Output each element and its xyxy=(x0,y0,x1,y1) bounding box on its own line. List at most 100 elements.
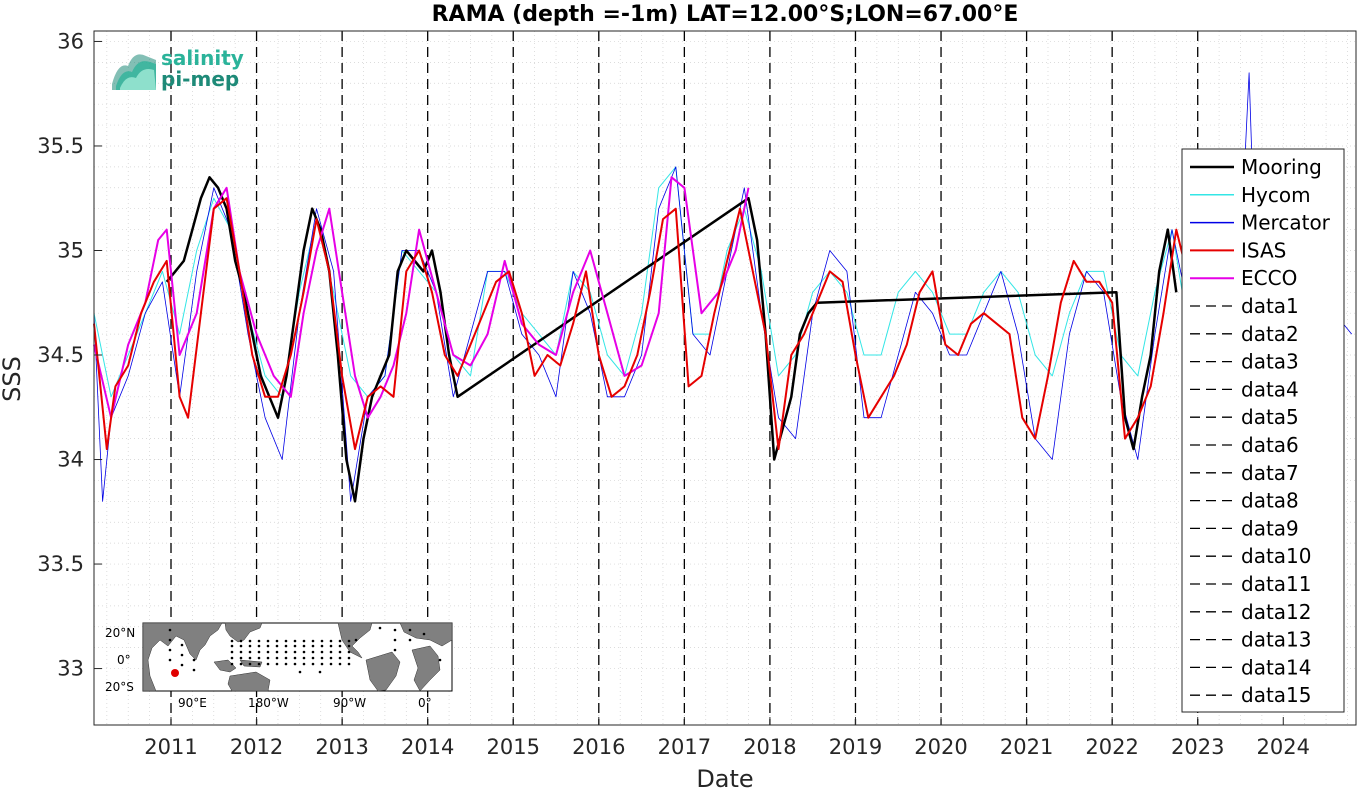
buoy-dot xyxy=(338,644,342,648)
plot-area-frame xyxy=(93,30,1357,726)
legend: Mooring Hycom Mercator ISAS ECCO data1 data2 da… xyxy=(1181,148,1345,713)
x-axis-label: Date xyxy=(696,765,753,790)
buoy-dot xyxy=(311,662,315,666)
buoy-dot xyxy=(338,656,342,660)
legend-label: Mercator xyxy=(1241,211,1331,235)
buoy-dot xyxy=(266,656,270,660)
buoy-dot xyxy=(347,639,351,643)
buoy-dot xyxy=(438,658,442,662)
x-tick-label: 2013 xyxy=(315,735,368,759)
y-tick-label: 33.5 xyxy=(37,552,84,576)
buoy-dot xyxy=(329,639,333,643)
data-series xyxy=(93,72,1353,503)
buoy-dot xyxy=(293,656,297,660)
y-tick-label: 35.5 xyxy=(37,134,84,158)
buoy-dot xyxy=(311,650,315,654)
buoy-dot xyxy=(284,656,288,660)
legend-box xyxy=(1181,148,1345,713)
buoy-dot xyxy=(293,639,297,643)
buoy-dot xyxy=(318,670,322,674)
buoy-dot xyxy=(230,644,234,648)
buoy-dot xyxy=(298,670,302,674)
buoy-dot xyxy=(275,662,279,666)
buoy-dot xyxy=(284,662,288,666)
buoy-dot xyxy=(311,644,315,648)
legend-label: data3 xyxy=(1241,350,1299,374)
y-tick-label: 33 xyxy=(57,657,84,681)
buoy-dot xyxy=(408,638,412,642)
legend-label: data1 xyxy=(1241,294,1299,318)
buoy-dot xyxy=(239,639,243,643)
buoy-dot xyxy=(320,639,324,643)
buoy-dot xyxy=(347,656,351,660)
vertical-dashed-lines xyxy=(170,31,1199,725)
buoy-dot xyxy=(275,656,279,660)
buoy-dot xyxy=(257,639,261,643)
buoy-dot xyxy=(257,650,261,654)
buoy-dot xyxy=(320,662,324,666)
logo-line1: salinity xyxy=(161,46,244,70)
legend-label: ECCO xyxy=(1241,266,1297,290)
buoy-dot xyxy=(302,644,306,648)
buoy-dot xyxy=(248,662,252,666)
buoy-dot xyxy=(168,628,172,632)
buoy-dot xyxy=(329,656,333,660)
map-lat-label-20n: 20°N xyxy=(105,626,135,640)
legend-label: Mooring xyxy=(1241,155,1322,179)
buoy-dot xyxy=(329,662,333,666)
buoy-dot xyxy=(230,650,234,654)
buoy-dot xyxy=(393,638,397,642)
map-land xyxy=(142,622,453,692)
buoy-dot xyxy=(239,662,243,666)
salinity-pi-mep-logo: salinity pi-mep xyxy=(112,46,244,91)
x-tick-label: 2012 xyxy=(230,735,283,759)
buoy-dot xyxy=(354,638,358,642)
y-axis-label: SSS xyxy=(0,356,26,402)
buoy-dot xyxy=(266,639,270,643)
buoy-dot xyxy=(168,658,172,662)
y-tick-label: 36 xyxy=(57,29,84,53)
buoy-dot xyxy=(293,650,297,654)
legend-label: data7 xyxy=(1241,461,1299,485)
map-buoy-dots xyxy=(168,626,442,674)
logo-line2: pi-mep xyxy=(161,67,239,91)
legend-label: data14 xyxy=(1241,655,1312,679)
buoy-dot xyxy=(168,648,172,652)
x-tick-label: 2014 xyxy=(401,735,454,759)
x-tick-label: 2019 xyxy=(829,735,882,759)
buoy-dot xyxy=(257,662,261,666)
buoy-dot xyxy=(192,658,196,662)
buoy-dot xyxy=(393,628,397,632)
buoy-dot xyxy=(293,644,297,648)
legend-label: data8 xyxy=(1241,489,1299,513)
legend-label: data5 xyxy=(1241,405,1299,429)
map-lon-label-180w: 180°W xyxy=(248,696,289,710)
y-tick-label: 34.5 xyxy=(37,343,84,367)
buoy-dot xyxy=(230,662,234,666)
x-tick-label: 2011 xyxy=(144,735,197,759)
buoy-dot xyxy=(378,626,382,630)
buoy-dot xyxy=(180,653,184,657)
buoy-dot xyxy=(284,644,288,648)
buoy-dot xyxy=(180,643,184,647)
buoy-dot xyxy=(275,650,279,654)
series-mercator-line xyxy=(93,72,1353,502)
buoy-dot xyxy=(311,656,315,660)
series-isas-line xyxy=(93,197,1191,451)
map-lon-label-0: 0° xyxy=(418,696,432,710)
buoy-dot xyxy=(275,639,279,643)
legend-label: Hycom xyxy=(1241,183,1311,207)
chart-title: RAMA (depth =-1m) LAT=12.00°S;LON=67.00°… xyxy=(432,2,1019,27)
buoy-dot xyxy=(257,656,261,660)
buoy-dot xyxy=(422,632,426,636)
buoy-dot xyxy=(275,644,279,648)
buoy-dot xyxy=(393,648,397,652)
buoy-dot xyxy=(320,656,324,660)
buoy-dot xyxy=(302,650,306,654)
legend-label: ISAS xyxy=(1241,238,1286,262)
buoy-dot xyxy=(408,628,412,632)
x-tick-label: 2024 xyxy=(1257,735,1310,759)
x-tick-label: 2020 xyxy=(914,735,967,759)
buoy-dot xyxy=(239,650,243,654)
